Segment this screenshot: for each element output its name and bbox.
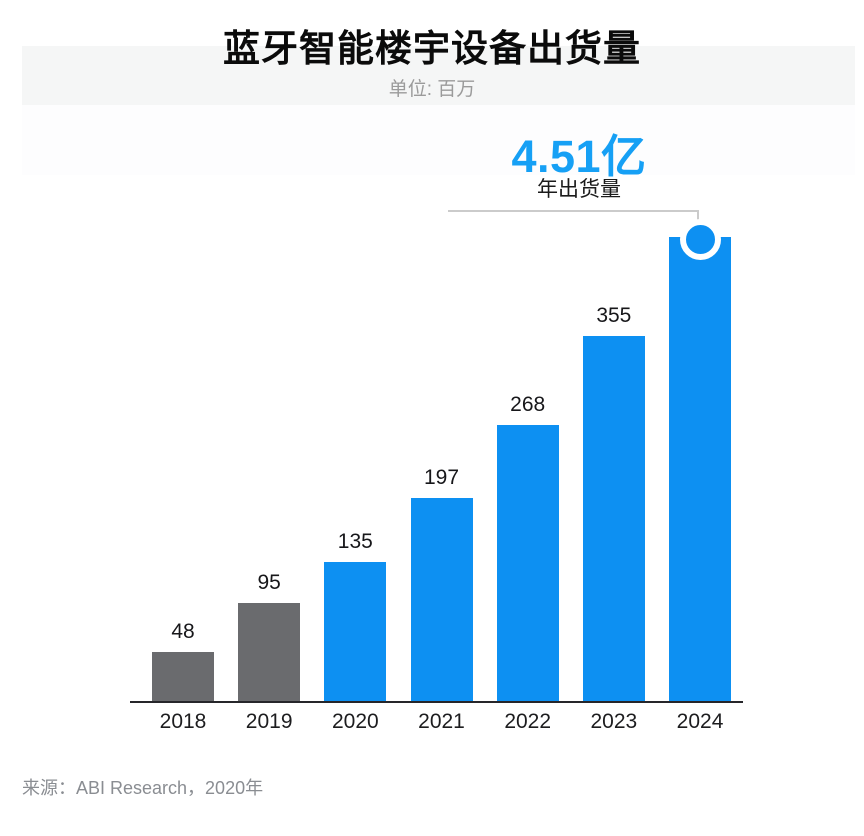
background-band-lower [22,105,855,175]
x-axis-label-2023: 2023 [590,710,638,733]
bar-value-label-2021: 197 [423,466,460,489]
callout-line-vertical [697,210,699,221]
source-note: 来源：ABI Research，2020年 [22,778,264,798]
bar-value-label-2019: 95 [257,571,281,594]
bar-value-label-2020: 135 [337,530,373,553]
highlight-label: 年出货量 [537,178,621,201]
x-axis-label-2024: 2024 [676,710,724,733]
bar-2019 [238,603,301,701]
x-axis-label-2021: 2021 [418,710,465,733]
bar-2024 [669,237,732,701]
bar-2023 [582,336,645,701]
bar-value-label-2022: 268 [510,393,546,416]
x-axis-label-2022: 2022 [504,710,552,733]
highlight-marker-circle-icon [679,218,721,260]
chart-title: 蓝牙智能楼宇设备出货量 [223,28,641,69]
x-axis-label-2020: 2020 [331,710,379,733]
bar-2021 [410,498,473,701]
x-axis-line [130,701,743,703]
x-axis-label-2019: 2019 [245,710,293,733]
bar-value-label-2023: 355 [596,304,632,327]
bar-value-label-2018: 48 [171,620,195,643]
chart-subtitle-unit: 单位: 百万 [388,79,476,100]
background-band-upper [22,46,855,105]
x-axis-label-2018: 2018 [159,710,207,733]
bar-2022 [496,425,559,701]
highlight-value: 4.51亿 [511,131,647,182]
bar-2018 [152,652,214,701]
bar-2020 [324,562,387,701]
callout-line-horizontal [448,210,699,212]
